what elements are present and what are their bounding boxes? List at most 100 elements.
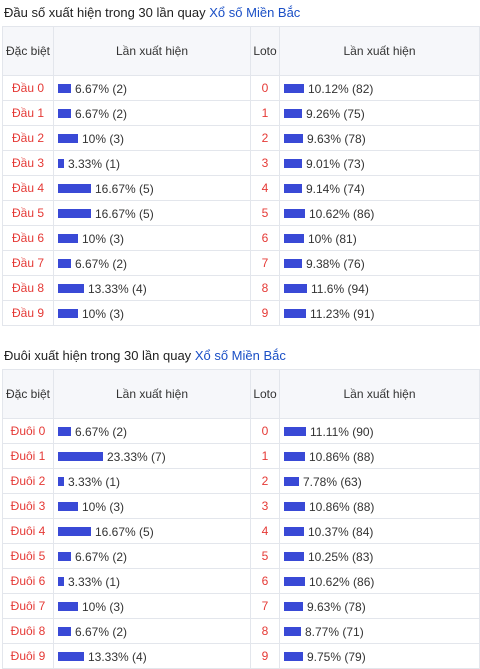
row-label: Đuôi 5	[2, 543, 54, 569]
frequency-table: Đặc biệt Lần xuất hiện Loto Lần xuất hiện Đu…	[2, 369, 480, 669]
loto-digit: 4	[250, 518, 280, 544]
special-frequency-cell: 10% (3)	[53, 125, 251, 151]
col-header-count: Lần xuất hiện	[53, 369, 251, 419]
loto-frequency-bar	[284, 183, 302, 193]
loto-frequency-bar	[284, 601, 303, 611]
table-row: Đuôi 4 16.67% (5) 4 10.37% (84)	[2, 518, 480, 544]
special-frequency-bar	[58, 451, 103, 461]
special-frequency-cell: 10% (3)	[53, 225, 251, 251]
special-frequency-bar	[58, 576, 64, 586]
special-frequency-value: 6.67% (2)	[75, 256, 128, 271]
section-title: Đuôi xuất hiện trong 30 lần quay Xổ số M…	[2, 343, 480, 369]
table-row: Đuôi 0 6.67% (2) 0 11.11% (90)	[2, 418, 480, 444]
loto-frequency-bar	[284, 451, 305, 461]
table-row: Đầu 9 10% (3) 9 11.23% (91)	[2, 300, 480, 326]
col-header-loto: Loto	[250, 369, 280, 419]
special-frequency-cell: 6.67% (2)	[53, 418, 251, 444]
loto-frequency-cell: 9.14% (74)	[279, 175, 480, 201]
loto-digit: 1	[250, 443, 280, 469]
special-frequency-cell: 3.33% (1)	[53, 468, 251, 494]
special-frequency-value: 10% (3)	[82, 499, 125, 514]
loto-frequency-value: 10.86% (88)	[309, 449, 375, 464]
section-title-text: Đầu số xuất hiện trong 30 lần quay	[4, 5, 206, 20]
loto-frequency-bar	[284, 258, 302, 268]
loto-digit: 0	[250, 75, 280, 101]
loto-frequency-value: 11.11% (90)	[310, 424, 374, 439]
table-row: Đuôi 9 13.33% (4) 9 9.75% (79)	[2, 643, 480, 669]
lottery-link[interactable]: Xổ số Miền Bắc	[194, 348, 286, 363]
special-frequency-bar	[58, 208, 91, 218]
loto-digit: 7	[250, 250, 280, 276]
loto-digit: 6	[250, 225, 280, 251]
loto-frequency-bar	[284, 83, 304, 93]
loto-frequency-bar	[284, 526, 304, 536]
special-frequency-cell: 23.33% (7)	[53, 443, 251, 469]
row-label: Đầu 3	[2, 150, 54, 176]
loto-digit: 0	[250, 418, 280, 444]
special-frequency-bar	[58, 501, 78, 511]
loto-frequency-value: 11.23% (91)	[310, 306, 375, 321]
lottery-link[interactable]: Xổ số Miền Bắc	[209, 5, 301, 20]
loto-frequency-bar	[284, 476, 299, 486]
special-frequency-value: 10% (3)	[82, 231, 125, 246]
special-frequency-value: 13.33% (4)	[88, 281, 147, 296]
col-header-loto-count: Lần xuất hiện	[279, 369, 480, 419]
special-frequency-cell: 10% (3)	[53, 300, 251, 326]
loto-digit: 9	[250, 643, 280, 669]
row-label: Đầu 0	[2, 75, 54, 101]
special-frequency-value: 6.67% (2)	[75, 81, 128, 96]
special-frequency-cell: 6.67% (2)	[53, 543, 251, 569]
loto-frequency-bar	[284, 158, 302, 168]
special-frequency-bar	[58, 526, 91, 536]
special-frequency-bar	[58, 601, 78, 611]
table-row: Đuôi 7 10% (3) 7 9.63% (78)	[2, 593, 480, 619]
table-row: Đầu 3 3.33% (1) 3 9.01% (73)	[2, 150, 480, 176]
loto-frequency-bar	[284, 626, 301, 636]
row-label: Đuôi 9	[2, 643, 54, 669]
loto-frequency-value: 10.25% (83)	[308, 549, 374, 564]
special-frequency-value: 3.33% (1)	[68, 574, 121, 589]
loto-frequency-cell: 10.86% (88)	[279, 493, 480, 519]
special-frequency-cell: 6.67% (2)	[53, 250, 251, 276]
special-frequency-cell: 6.67% (2)	[53, 618, 251, 644]
special-frequency-bar	[58, 476, 64, 486]
loto-frequency-bar	[284, 208, 305, 218]
loto-frequency-value: 9.01% (73)	[306, 156, 365, 171]
loto-frequency-cell: 10% (81)	[279, 225, 480, 251]
loto-frequency-value: 7.78% (63)	[303, 474, 362, 489]
loto-digit: 1	[250, 100, 280, 126]
special-frequency-value: 10% (3)	[82, 131, 125, 146]
table-row: Đầu 8 13.33% (4) 8 11.6% (94)	[2, 275, 480, 301]
row-label: Đuôi 1	[2, 443, 54, 469]
special-frequency-bar	[58, 233, 78, 243]
loto-frequency-bar	[284, 551, 304, 561]
special-frequency-bar	[58, 183, 91, 193]
section-spacer	[0, 326, 480, 343]
loto-frequency-value: 11.6% (94)	[311, 281, 369, 296]
table-header-row: Đặc biệt Lần xuất hiện Loto Lần xuất hiện	[2, 369, 480, 419]
loto-digit: 8	[250, 618, 280, 644]
loto-frequency-value: 10.12% (82)	[308, 81, 374, 96]
special-frequency-bar	[58, 133, 78, 143]
special-frequency-bar	[58, 158, 64, 168]
special-frequency-value: 3.33% (1)	[68, 156, 121, 171]
row-label: Đầu 4	[2, 175, 54, 201]
special-frequency-bar	[58, 308, 78, 318]
table-row: Đầu 7 6.67% (2) 7 9.38% (76)	[2, 250, 480, 276]
special-frequency-value: 16.67% (5)	[95, 181, 154, 196]
special-frequency-value: 10% (3)	[82, 599, 125, 614]
loto-frequency-value: 9.63% (78)	[307, 131, 366, 146]
loto-frequency-cell: 10.12% (82)	[279, 75, 480, 101]
special-frequency-value: 3.33% (1)	[68, 474, 121, 489]
loto-frequency-value: 10.62% (86)	[309, 206, 375, 221]
row-label: Đầu 8	[2, 275, 54, 301]
loto-frequency-bar	[284, 233, 304, 243]
table-header-row: Đặc biệt Lần xuất hiện Loto Lần xuất hiện	[2, 26, 480, 76]
frequency-table: Đặc biệt Lần xuất hiện Loto Lần xuất hiện Đầ…	[2, 26, 480, 326]
loto-frequency-value: 8.77% (71)	[305, 624, 364, 639]
row-label: Đuôi 4	[2, 518, 54, 544]
loto-frequency-value: 9.63% (78)	[307, 599, 366, 614]
table-row: Đuôi 2 3.33% (1) 2 7.78% (63)	[2, 468, 480, 494]
loto-frequency-bar	[284, 308, 306, 318]
